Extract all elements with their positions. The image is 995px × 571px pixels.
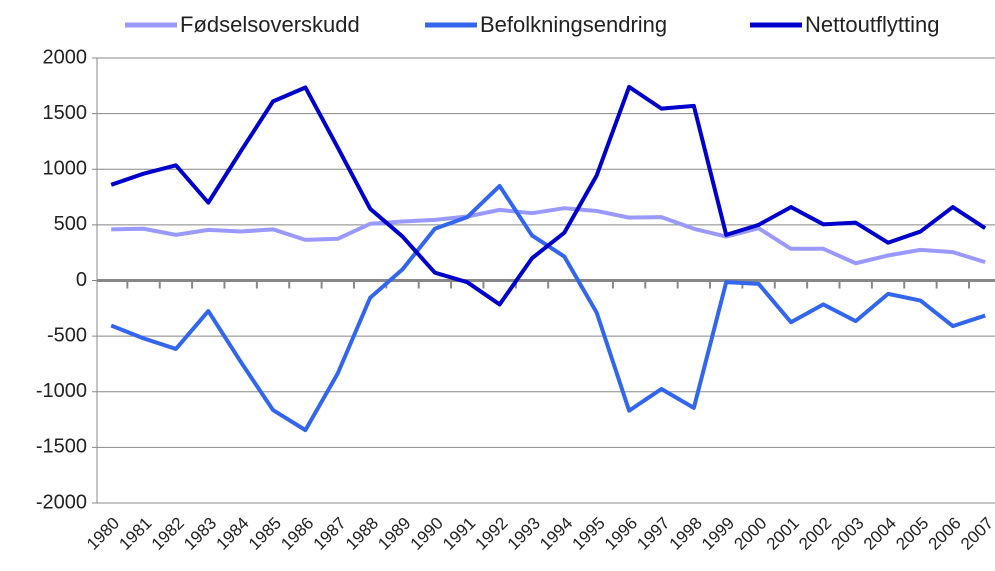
legend-label: Befolkningsendring	[480, 12, 667, 37]
x-tick-label: 1993	[504, 514, 544, 554]
y-tick-label: 1500	[43, 102, 88, 124]
x-tick-label: 1991	[439, 514, 479, 554]
legend-label: Fødselsoverskudd	[180, 12, 360, 37]
x-tick-label: 2004	[860, 514, 900, 554]
x-tick-label: 1994	[536, 514, 576, 554]
y-tick-label: 500	[54, 213, 87, 235]
x-tick-label: 2007	[957, 514, 995, 554]
x-tick-label: 1990	[407, 514, 447, 554]
y-tick-label: 2000	[43, 46, 88, 68]
x-tick-label: 1981	[115, 514, 155, 554]
y-tick-label: -2000	[36, 491, 87, 513]
x-tick-label: 2003	[828, 514, 868, 554]
legend-label: Nettoutflytting	[805, 12, 940, 37]
x-tick-label: 1987	[310, 514, 350, 554]
x-tick-label: 1983	[180, 514, 220, 554]
y-tick-label: 1000	[43, 158, 88, 180]
x-tick-label: 1997	[633, 514, 673, 554]
x-tick-label: 1995	[569, 514, 609, 554]
x-tick-label: 2006	[925, 514, 965, 554]
x-tick-label: 2000	[730, 514, 770, 554]
x-tick-label: 1986	[277, 514, 317, 554]
x-tick-label: 1996	[601, 514, 641, 554]
series-line	[110, 84, 987, 307]
x-tick-label: 1980	[83, 514, 123, 554]
x-tick-label: 1984	[212, 514, 252, 554]
y-tick-label: 0	[76, 269, 87, 291]
x-tick-label: 1992	[471, 514, 511, 554]
x-tick-label: 1988	[342, 514, 382, 554]
x-tick-label: 1998	[666, 514, 706, 554]
x-tick-label: 2005	[892, 514, 932, 554]
y-tick-label: -500	[47, 324, 87, 346]
x-tick-label: 1989	[374, 514, 414, 554]
y-tick-label: -1500	[36, 436, 87, 458]
y-tick-label: -1000	[36, 380, 87, 402]
series-line	[111, 206, 986, 266]
x-tick-label: 2001	[763, 514, 803, 554]
x-tick-label: 2002	[795, 514, 835, 554]
x-tick-label: 1982	[148, 514, 188, 554]
x-tick-label: 1985	[245, 514, 285, 554]
x-tick-label: 1999	[698, 514, 738, 554]
